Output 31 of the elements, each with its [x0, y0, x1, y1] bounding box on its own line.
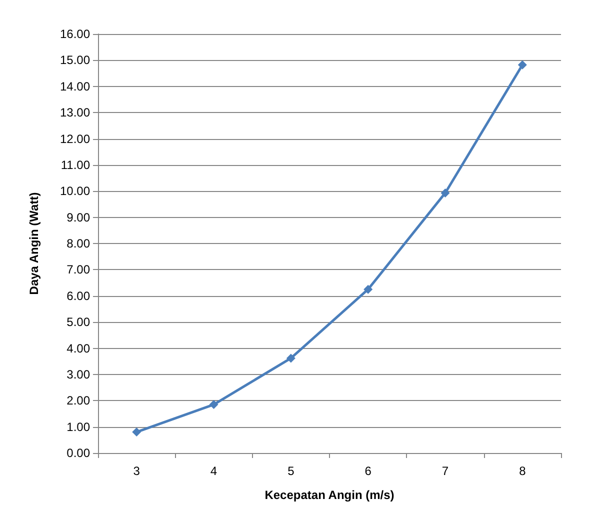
y-tick-label: 12.00 [60, 132, 90, 146]
x-tick-label: 8 [519, 464, 526, 478]
y-tick-label: 1.00 [66, 420, 90, 434]
y-tick-label: 11.00 [60, 158, 90, 172]
x-tick-label: 7 [442, 464, 449, 478]
y-tick-label: 3.00 [66, 367, 90, 382]
y-tick-label: 8.00 [66, 236, 90, 250]
y-tick-label: 6.00 [66, 288, 90, 303]
point [364, 284, 373, 294]
y-tick-label: 14.00 [60, 79, 90, 94]
y-tick-label: 4.00 [66, 341, 90, 356]
y-tick-label: 0.00 [66, 446, 90, 460]
y-tick-label: 7.00 [66, 262, 90, 277]
x-tick-label: 5 [288, 464, 295, 478]
point [518, 60, 527, 70]
y-tick-label: 10.00 [60, 184, 90, 198]
y-tick-label: 13.00 [60, 106, 90, 120]
y-tick-label: 2.00 [66, 394, 90, 408]
y-tick-label: 15.00 [60, 53, 90, 68]
y-tick-label: 16.00 [60, 27, 90, 41]
point [209, 400, 218, 410]
point [132, 428, 142, 437]
point [440, 188, 450, 198]
x-axis-title: Kecepatan Angin (m/s) [264, 488, 394, 502]
x-tick-label: 6 [364, 464, 372, 478]
x-tick-label: 4 [210, 464, 218, 478]
y-tick-label: 5.00 [66, 315, 90, 330]
y-tick-label: 9.00 [66, 210, 90, 224]
point [286, 354, 296, 363]
x-tick-label: 3 [133, 464, 140, 478]
y-axis-title: Daya Angin (Watt) [27, 192, 41, 295]
